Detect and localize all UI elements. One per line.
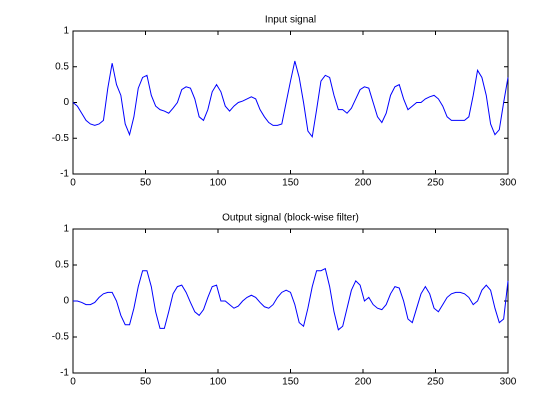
x-tick-label: 150 [282,377,299,388]
x-tick-label: 200 [355,178,372,189]
signal-line [72,60,509,139]
y-tick-label: -0.5 [52,133,70,144]
x-tick-label: 100 [210,178,227,189]
x-tick-label: 50 [140,377,152,388]
signal-line [73,267,509,331]
y-tick-label: -1 [60,368,69,379]
x-tick-label: 300 [500,178,517,189]
x-tick-label: 200 [355,377,372,388]
chart-title: Output signal (block-wise filter) [222,213,359,224]
y-tick-label: 0 [63,296,69,307]
axes-box [72,30,509,175]
x-tick-label: 250 [427,377,444,388]
chart-title: Input signal [265,15,316,26]
x-tick-label: 300 [500,377,517,388]
x-tick-label: 150 [282,178,299,189]
y-tick-label: 0.5 [55,61,69,72]
y-tick-label: 1 [63,224,69,235]
y-tick-label: 1 [63,26,69,37]
axes-box [72,228,509,374]
y-tick-label: -1 [60,169,69,180]
x-tick-label: 0 [70,178,76,189]
x-tick-label: 100 [210,377,227,388]
y-tick-label: 0 [63,97,69,108]
x-tick-label: 0 [70,377,76,388]
y-tick-label: -0.5 [52,332,70,343]
y-tick-label: 0.5 [55,260,69,271]
x-tick-label: 250 [427,178,444,189]
x-tick-label: 50 [140,178,152,189]
